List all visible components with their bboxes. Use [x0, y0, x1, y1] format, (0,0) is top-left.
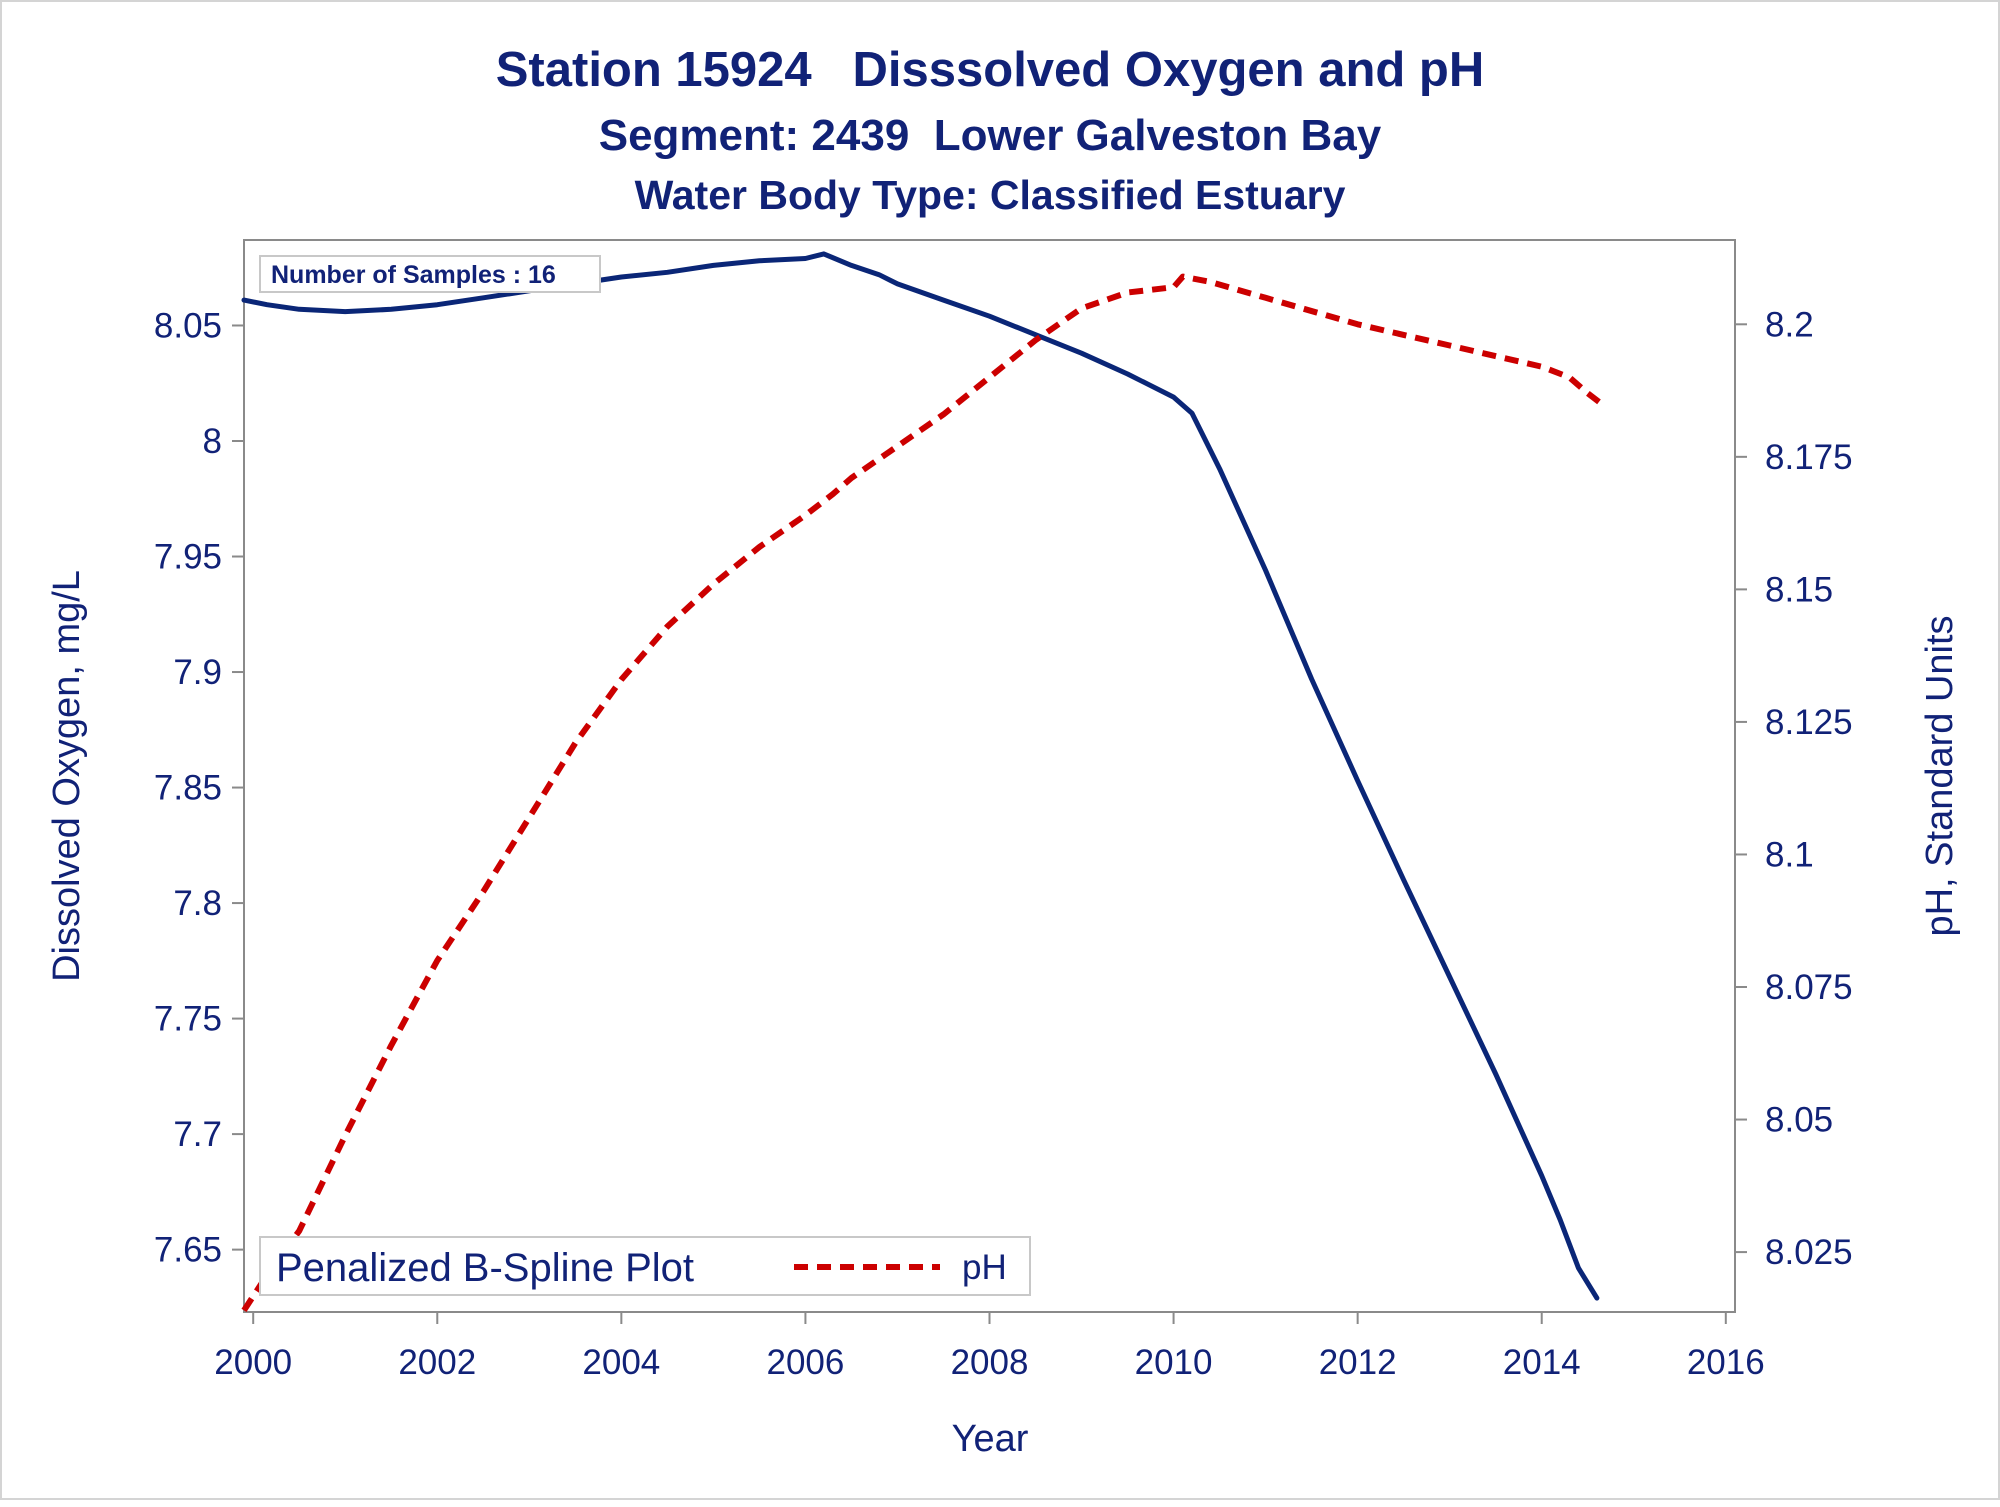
- y-left-tick-label: 7.85: [154, 769, 222, 808]
- y-right-tick-label: 8.175: [1765, 438, 1853, 477]
- y-left-tick-label: 7.8: [173, 884, 222, 923]
- series-layer: [241, 251, 1604, 1313]
- y-axis-right: 8.025 8.05 8.075 8.1 8.125 8.15 8.175 8.2: [1735, 305, 1853, 1272]
- y-axis-left-label: Dissolved Oxygen, mg/L: [46, 570, 88, 982]
- x-tick-label: 2008: [951, 1343, 1029, 1382]
- samples-annotation-text: Number of Samples : 16: [271, 261, 556, 289]
- x-tick-label: 2014: [1503, 1343, 1581, 1382]
- legend-label-ph: pH: [962, 1248, 1007, 1287]
- x-tick-label: 2000: [214, 1343, 292, 1382]
- x-tick-label: 2004: [582, 1343, 660, 1382]
- y-left-tick-label: 7.95: [154, 538, 222, 577]
- legend-box: [259, 1236, 1031, 1296]
- chart-title: Station 15924 Disssolved Oxygen and pH: [496, 43, 1485, 97]
- x-tick-label: 2012: [1319, 1343, 1397, 1382]
- y-axis-right-label: pH, Standard Units: [1919, 615, 1961, 936]
- y-right-tick-label: 8.05: [1765, 1101, 1833, 1140]
- y-right-tick-label: 8.2: [1765, 305, 1814, 344]
- y-axis-left: 7.65 7.7 7.75 7.8 7.85 7.9 7.95 8 8.05: [154, 306, 244, 1270]
- legend: Penalized B-Spline Plot pH: [259, 1236, 1031, 1296]
- y-right-tick-label: 8.025: [1765, 1233, 1853, 1272]
- ph-line: [241, 273, 1604, 1313]
- y-left-tick-label: 7.7: [173, 1115, 222, 1154]
- y-left-tick-label: 7.75: [154, 1000, 222, 1039]
- legend-title: Penalized B-Spline Plot: [276, 1246, 694, 1290]
- plot-area: [243, 239, 1736, 1313]
- samples-annotation: Number of Samples : 16: [259, 255, 601, 293]
- dissolved-oxygen-line: [241, 251, 1600, 1301]
- x-tick-label: 2016: [1687, 1343, 1765, 1382]
- x-tick-label: 2010: [1135, 1343, 1213, 1382]
- y-right-tick-label: 8.1: [1765, 835, 1814, 874]
- x-tick-label: 2006: [766, 1343, 844, 1382]
- y-left-tick-label: 7.65: [154, 1231, 222, 1270]
- samples-annotation-box: [259, 255, 601, 293]
- chart-subtitle: Segment: 2439 Lower Galveston Bay: [599, 111, 1382, 160]
- y-right-tick-label: 8.075: [1765, 968, 1853, 1007]
- y-right-tick-label: 8.15: [1765, 570, 1833, 609]
- x-tick-label: 2002: [398, 1343, 476, 1382]
- y-left-tick-label: 8.05: [154, 306, 222, 345]
- y-left-tick-label: 7.9: [173, 653, 222, 692]
- y-right-tick-label: 8.125: [1765, 703, 1853, 742]
- y-left-tick-label: 8: [203, 422, 222, 461]
- chart-subtitle-2: Water Body Type: Classified Estuary: [635, 172, 1346, 218]
- x-axis-label: Year: [952, 1418, 1029, 1460]
- x-axis: 2000 2002 2004 2006 2008 2010 2012 2014 2016: [214, 1312, 1765, 1382]
